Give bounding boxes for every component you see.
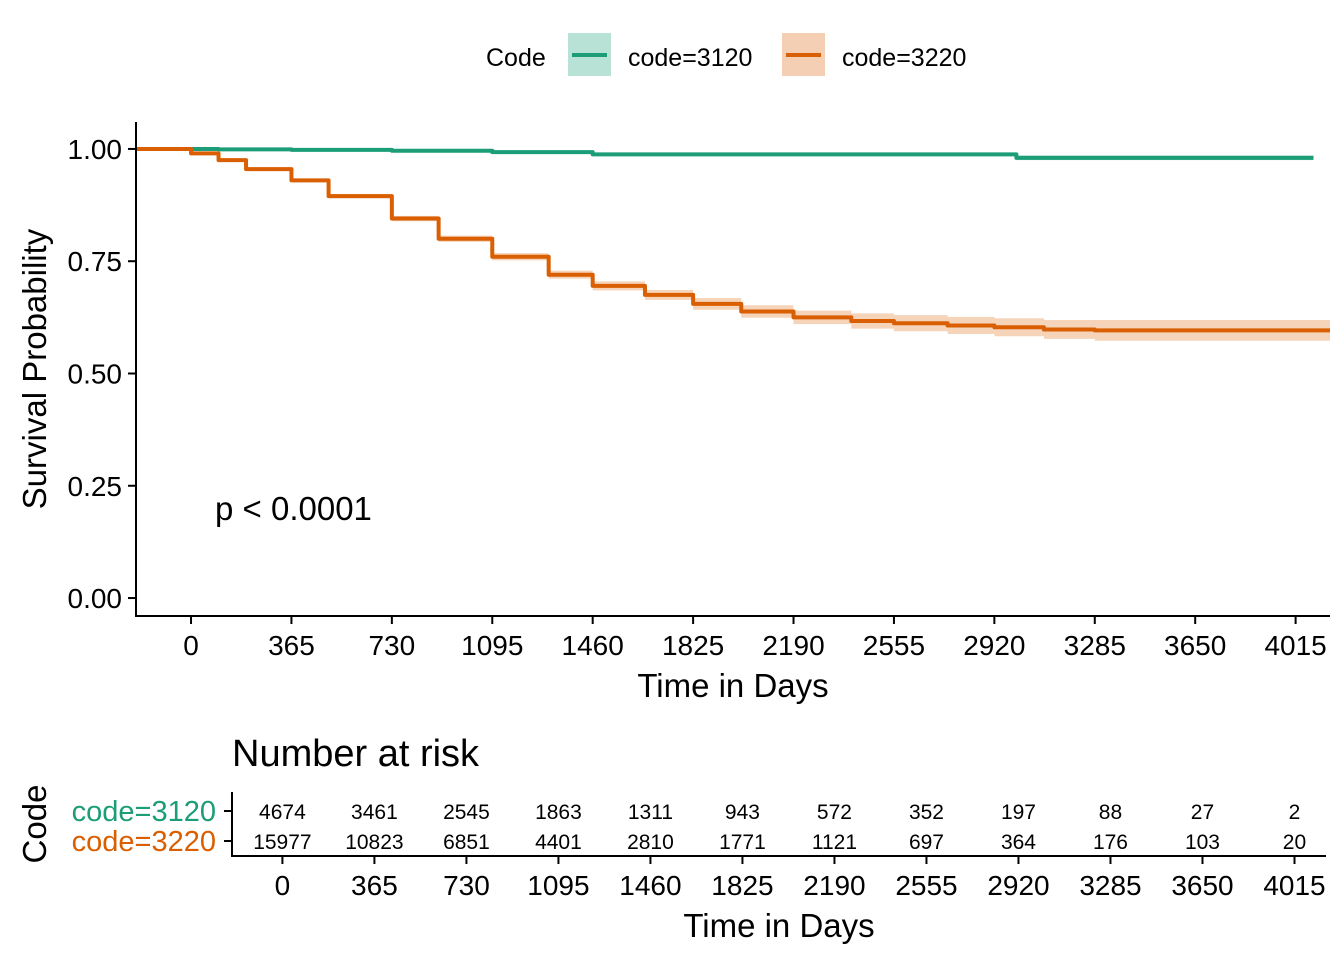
risk-table-cell: 10823 (345, 831, 403, 854)
x-tick-label: 2190 (762, 630, 824, 661)
risk-table-cell: 352 (909, 801, 944, 824)
risk-table-cell: 697 (909, 831, 944, 854)
risk-table-cell: 27 (1191, 801, 1214, 824)
risk-x-tick-label: 365 (351, 870, 398, 901)
survival-curve-code=3120 (136, 146, 1314, 160)
x-tick-label: 365 (268, 630, 315, 661)
risk-table-cell: 364 (1001, 831, 1036, 854)
risk-table-cell: 1311 (628, 801, 673, 824)
risk-row-label-code=3220: code=3220 (72, 826, 216, 858)
risk-table-cell: 2810 (627, 831, 674, 854)
x-tick-label: 3285 (1064, 630, 1126, 661)
y-tick-label: 0.00 (68, 583, 123, 614)
risk-table-cell: 4674 (259, 801, 306, 824)
risk-table-cell: 4401 (535, 831, 582, 854)
risk-x-tick-label: 2190 (803, 870, 865, 901)
y-tick-label: 1.00 (68, 134, 123, 165)
survival-curve-code=3220 (136, 146, 1330, 333)
risk-x-tick-label: 730 (443, 870, 490, 901)
y-tick-label: 0.50 (68, 358, 123, 389)
x-tick-label: 4015 (1264, 630, 1326, 661)
legend-label-code=3120: code=3120 (628, 44, 752, 72)
risk-table-cell: 176 (1093, 831, 1128, 854)
risk-table-cell: 1771 (719, 831, 766, 854)
x-tick-label: 730 (368, 630, 415, 661)
risk-x-tick-label: 2920 (987, 870, 1049, 901)
x-axis-title: Time in Days (637, 667, 828, 704)
risk-x-axis-title: Time in Days (683, 907, 874, 944)
x-tick-label: 2555 (863, 630, 925, 661)
risk-x-tick-label: 1095 (527, 870, 589, 901)
risk-table-cell: 88 (1099, 801, 1122, 824)
x-tick-label: 1095 (461, 630, 523, 661)
risk-table-cell: 103 (1185, 831, 1220, 854)
legend-title: Code (486, 44, 546, 72)
risk-table-cell: 6851 (443, 831, 490, 854)
risk-table-cell: 943 (725, 801, 760, 824)
x-tick-label: 0 (183, 630, 199, 661)
risk-x-tick-label: 0 (275, 870, 291, 901)
risk-table-cell: 572 (817, 801, 852, 824)
risk-table-cell: 197 (1001, 801, 1036, 824)
risk-x-tick-label: 3285 (1079, 870, 1141, 901)
risk-x-tick-label: 1460 (619, 870, 681, 901)
risk-table-cell: 20 (1283, 831, 1306, 854)
legend-label-code=3220: code=3220 (842, 44, 966, 72)
x-tick-label: 1460 (562, 630, 624, 661)
p-value-annotation: p < 0.0001 (215, 490, 372, 527)
risk-x-tick-label: 4015 (1263, 870, 1325, 901)
risk-table-cell: 1121 (812, 831, 857, 854)
risk-row-label-code=3120: code=3120 (72, 796, 216, 828)
x-tick-label: 1825 (662, 630, 724, 661)
risk-table-cell: 2545 (443, 801, 490, 824)
x-tick-label: 2920 (963, 630, 1025, 661)
ci-band-code=3220 (136, 148, 1330, 341)
risk-x-tick-label: 3650 (1171, 870, 1233, 901)
x-tick-label: 3650 (1164, 630, 1226, 661)
risk-table-cell: 15977 (253, 831, 311, 854)
risk-y-axis-title: Code (16, 785, 53, 864)
risk-x-tick-label: 2555 (895, 870, 957, 901)
risk-table-title: Number at risk (232, 733, 480, 775)
risk-table-cell: 2 (1289, 801, 1301, 824)
y-tick-label: 0.25 (68, 471, 123, 502)
y-axis-title: Survival Probability (16, 228, 53, 509)
risk-table-cell: 3461 (351, 801, 398, 824)
y-tick-label: 0.75 (68, 246, 123, 277)
risk-x-tick-label: 1825 (711, 870, 773, 901)
risk-table-cell: 1863 (535, 801, 582, 824)
